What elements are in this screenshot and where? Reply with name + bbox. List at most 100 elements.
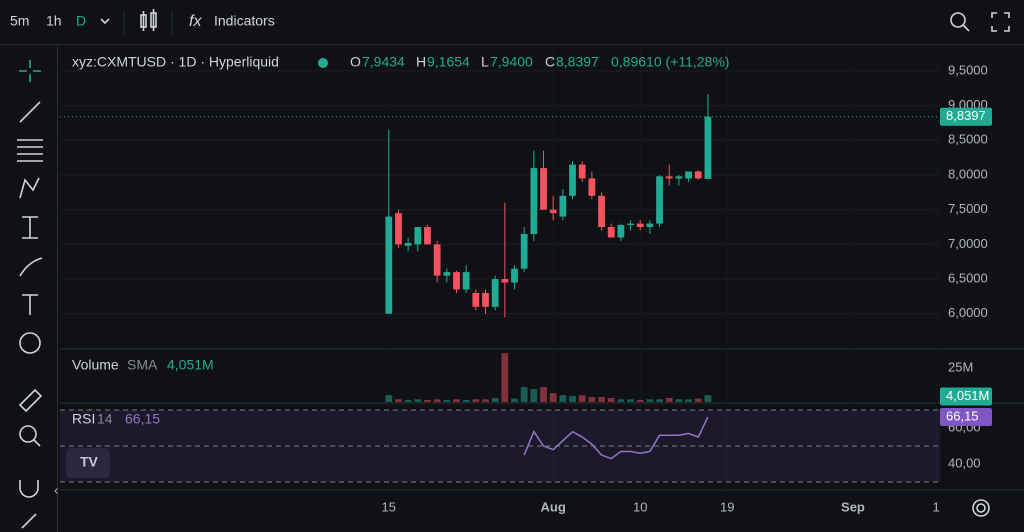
volume-bar <box>530 389 538 402</box>
sma-value: 4,051M <box>167 357 214 373</box>
rsi-value: 66,15 <box>125 411 160 427</box>
candle-body <box>395 213 402 245</box>
volume-bar <box>443 399 451 402</box>
volume-bar <box>395 399 402 402</box>
ohlc-value: 7,9434 <box>362 54 405 70</box>
volume-bar <box>491 397 499 402</box>
candle-body <box>443 272 451 276</box>
interval-menu[interactable] <box>100 18 110 25</box>
volume-bar <box>482 399 489 402</box>
rsi-line <box>523 416 709 460</box>
candle-body <box>385 216 393 314</box>
x-tick-label: Sep <box>841 499 865 514</box>
rsi-tick-label: 40,00 <box>948 455 981 470</box>
volume-bar <box>501 353 509 402</box>
indicators-button[interactable]: Indicators <box>214 13 275 29</box>
ohlc-key: L <box>481 54 489 70</box>
logo: TV <box>80 454 99 470</box>
x-tick-label: 10 <box>633 499 647 514</box>
chart-type[interactable] <box>140 9 157 31</box>
x-tick-label: Aug <box>541 499 566 514</box>
collapse[interactable]: ‹ <box>54 482 58 497</box>
candle-body <box>511 268 518 283</box>
logo-bg <box>66 448 110 478</box>
volume-bar <box>607 397 615 402</box>
volume-bar <box>694 398 702 402</box>
volume-bar <box>385 395 393 402</box>
ohlc-key: O <box>350 54 361 70</box>
y-tick-label: 8,5000 <box>948 132 988 147</box>
volume-bar <box>433 399 441 402</box>
volume-bar <box>636 399 644 402</box>
volume-bar <box>462 399 470 402</box>
ohlc-value: 9,1654 <box>427 54 470 70</box>
candle-body <box>569 164 576 196</box>
change: 0,89610 (+11,28%) <box>611 54 729 70</box>
ohlc-key: H <box>416 54 426 70</box>
volume-bar <box>549 393 557 402</box>
candle-body <box>530 168 538 234</box>
volume-bar <box>656 399 663 402</box>
ohlc-key: C <box>545 54 555 70</box>
x-tick-label: 19 <box>720 499 734 514</box>
settings-icon[interactable] <box>972 499 990 517</box>
fullscreen-icon[interactable] <box>991 12 1010 32</box>
candle-body <box>433 244 441 276</box>
legend: xyz:CXMTUSD · 1D · Hyperliquid O 7,9434 … <box>72 54 729 427</box>
left-tools[interactable] <box>17 60 43 529</box>
candle-body <box>540 168 547 210</box>
symbol: xyz:CXMTUSD · 1D · Hyperliquid <box>72 54 279 70</box>
y-tick-label: 9,5000 <box>948 62 988 77</box>
candle-body <box>472 292 480 307</box>
volume-tick-label: 25M <box>948 359 973 374</box>
candle-body <box>656 176 663 224</box>
candle-body <box>607 227 615 238</box>
candle-body <box>482 292 489 307</box>
volume-bar <box>520 387 528 402</box>
volume-bar <box>453 399 460 402</box>
search-icon[interactable] <box>950 12 970 32</box>
candle-body <box>685 171 692 179</box>
x-tick-label: 1 <box>933 499 940 514</box>
volume-bar <box>646 399 654 402</box>
y-tick-label: 7,0000 <box>948 236 988 251</box>
candle-body <box>646 223 654 228</box>
rsi-value-box <box>940 407 992 426</box>
candle-body <box>453 272 460 290</box>
sma-label: SMA <box>127 357 158 373</box>
interval[interactable]: 5m <box>10 13 29 29</box>
candle-body <box>404 242 412 246</box>
last-price-label: 8,8397 <box>946 108 986 123</box>
volume-bar <box>472 399 480 402</box>
candle-body <box>636 223 644 228</box>
volume-bar <box>665 397 673 402</box>
volume-bar <box>704 395 712 402</box>
x-tick-label: 15 <box>382 499 396 514</box>
volume-bar <box>598 396 605 402</box>
volume-sma-label: 4,051M <box>946 388 989 403</box>
y-tick-label: 6,5000 <box>948 271 988 286</box>
volume-bar <box>424 399 431 402</box>
candle-body <box>559 195 567 217</box>
ohlc-value: 7,9400 <box>490 54 533 70</box>
volume-bar <box>414 399 422 402</box>
candle-body <box>588 178 596 196</box>
y-tick-label: 6,0000 <box>948 305 988 320</box>
fx-icon[interactable]: fx <box>189 13 202 30</box>
candle-body <box>501 279 509 283</box>
candle-body <box>549 209 557 214</box>
volume-bar <box>617 399 625 402</box>
volume-bar <box>685 399 692 402</box>
interval[interactable]: D <box>76 13 86 29</box>
interval[interactable]: 1h <box>46 13 62 29</box>
candle-body <box>627 223 634 225</box>
volume-bar <box>540 387 547 402</box>
candle-body <box>424 227 431 245</box>
volume-bar <box>559 395 567 402</box>
volume-bar <box>627 399 634 402</box>
candle-body <box>675 176 683 179</box>
candle-body <box>414 227 422 245</box>
y-tick-label: 8,0000 <box>948 166 988 181</box>
candle-body <box>694 171 702 179</box>
volume-bar <box>675 399 683 402</box>
